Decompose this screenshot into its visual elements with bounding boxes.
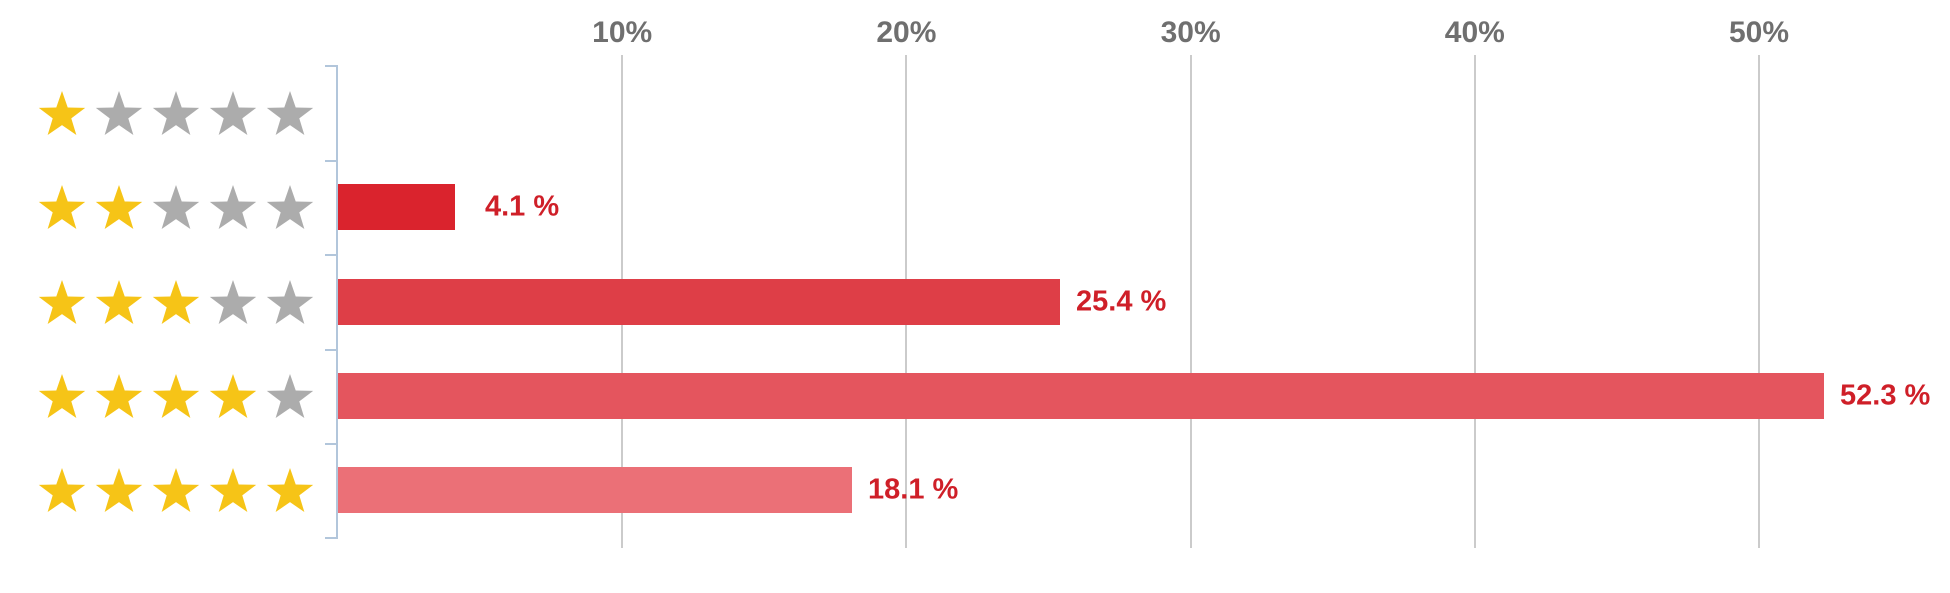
star-filled-icon: [38, 184, 86, 230]
rating-row-2-star[interactable]: 4.1 %: [0, 160, 1950, 254]
rating-bar: [338, 279, 1060, 325]
bar-value-label: 4.1 %: [485, 190, 560, 223]
star-empty-icon: [209, 184, 257, 230]
star-empty-icon: [95, 90, 143, 135]
star-empty-icon: [209, 90, 257, 135]
rating-row-5-star[interactable]: 18.1 %: [0, 443, 1950, 537]
rating-bar: [338, 467, 852, 513]
star-empty-icon: [266, 279, 314, 324]
star-empty-icon: [152, 90, 200, 135]
star-filled-icon: [38, 467, 86, 513]
star-empty-icon: [152, 184, 200, 230]
bar-value-label: 52.3 %: [1840, 379, 1931, 412]
y-axis-tick: [325, 254, 338, 256]
star-filled-icon: [95, 373, 143, 419]
gridline-50-percent: [1758, 55, 1760, 548]
star-filled-icon: [152, 279, 200, 324]
rating-bar: [338, 373, 1824, 419]
y-axis-line: [336, 65, 338, 539]
star-filled-icon: [38, 373, 86, 419]
star-empty-icon: [266, 90, 314, 135]
star-empty-icon: [209, 279, 257, 324]
star-filled-icon: [266, 467, 314, 513]
y-axis-tick: [325, 537, 338, 539]
star-rating-1-of-5: [38, 90, 314, 136]
y-axis-tick: [325, 443, 338, 445]
star-filled-icon: [209, 467, 257, 513]
star-rating-5-of-5: [38, 467, 314, 513]
star-empty-icon: [266, 184, 314, 230]
rating-row-1-star[interactable]: [0, 65, 1950, 160]
star-filled-icon: [95, 467, 143, 513]
gridline-40-percent: [1473, 55, 1476, 548]
star-rating-4-of-5: [38, 373, 314, 419]
y-axis-tick: [325, 65, 338, 67]
star-filled-icon: [95, 279, 143, 324]
star-filled-icon: [152, 373, 200, 419]
x-axis-tick-label: 10%: [592, 16, 653, 49]
bar-value-label: 18.1 %: [868, 473, 959, 506]
x-axis-tick-label: 30%: [1160, 16, 1221, 49]
x-axis-tick-label: 20%: [876, 16, 937, 49]
gridline-30-percent: [1189, 55, 1192, 548]
star-rating-2-of-5: [38, 184, 314, 230]
x-axis-tick-label: 40%: [1444, 16, 1505, 49]
rating-row-3-star[interactable]: 25.4 %: [0, 254, 1950, 349]
star-filled-icon: [38, 90, 86, 135]
star-filled-icon: [152, 467, 200, 513]
x-axis-tick-label: 50%: [1728, 16, 1790, 49]
star-filled-icon: [95, 184, 143, 230]
bar-value-label: 25.4 %: [1076, 285, 1167, 317]
star-rating-3-of-5: [38, 279, 314, 325]
star-filled-icon: [209, 373, 257, 419]
y-axis-tick: [325, 160, 338, 162]
star-empty-icon: [266, 373, 314, 419]
star-filled-icon: [38, 279, 86, 324]
rating-row-4-star[interactable]: 52.3 %: [0, 349, 1950, 443]
rating-bar: [338, 184, 455, 230]
y-axis-tick: [325, 349, 338, 351]
